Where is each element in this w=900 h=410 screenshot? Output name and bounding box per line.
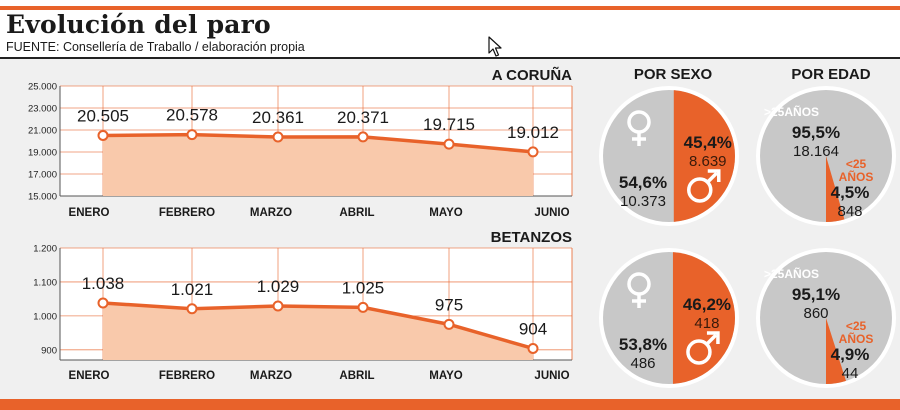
under25-label: <25 AÑOS xyxy=(839,157,874,184)
mouse-cursor-icon xyxy=(488,36,502,57)
female-symbol-icon xyxy=(627,110,651,146)
y-tick-label: 19.000 xyxy=(28,148,57,159)
female-count: 486 xyxy=(630,355,655,372)
data-point xyxy=(97,297,109,309)
series-area xyxy=(103,134,533,196)
x-tick-label: ENERO xyxy=(69,207,110,219)
data-point xyxy=(527,146,539,158)
data-label: 19.715 xyxy=(423,115,475,134)
chart-title: A CORUÑA xyxy=(492,66,572,84)
x-tick-label: MAYO xyxy=(429,370,462,382)
data-label: 1.021 xyxy=(171,280,214,299)
series-line xyxy=(101,301,535,351)
chart-title: BETANZOS xyxy=(491,229,572,246)
x-tick-label: ABRIL xyxy=(339,207,374,219)
data-label: 20.578 xyxy=(166,106,218,125)
data-point xyxy=(97,129,109,141)
data-point xyxy=(443,138,455,150)
x-tick-label: JUNIO xyxy=(534,370,569,382)
male-symbol-icon xyxy=(687,169,721,203)
data-label: 19.012 xyxy=(507,123,559,142)
data-label: 1.025 xyxy=(342,278,385,297)
series-line xyxy=(101,132,535,154)
line-chart-1: 900 1.000 1.100 1.200 1.038 1.021 1.029 1.025 97… xyxy=(33,229,573,382)
data-label: 1.038 xyxy=(82,274,125,293)
under25-label: <25 AÑOS xyxy=(839,319,874,346)
header xyxy=(0,10,900,58)
source-note: FUENTE: Consellería de Traballo / elabor… xyxy=(6,40,305,54)
data-point xyxy=(186,303,198,315)
under25-count: 848 xyxy=(837,203,862,220)
data-point xyxy=(272,131,284,143)
under25-count: 44 xyxy=(842,365,859,382)
data-point xyxy=(186,129,198,141)
x-tick-label: MARZO xyxy=(250,207,292,219)
over25-label: >25AÑOS xyxy=(764,104,819,119)
female-percent: 54,6% xyxy=(619,173,667,192)
age-column-title: POR EDAD xyxy=(791,66,871,83)
male-count: 8.639 xyxy=(689,153,727,170)
data-point xyxy=(357,301,369,313)
y-tick-label: 17.000 xyxy=(28,170,57,181)
over25-percent: 95,5% xyxy=(792,123,840,142)
x-tick-label: MARZO xyxy=(250,370,292,382)
x-tick-label: ENERO xyxy=(69,370,110,382)
data-label: 904 xyxy=(519,319,547,338)
y-tick-label: 900 xyxy=(41,345,57,356)
data-point xyxy=(443,318,455,330)
bottom-accent-bar xyxy=(0,399,900,410)
data-label: 20.361 xyxy=(252,108,304,127)
data-label: 975 xyxy=(435,295,463,314)
series-area xyxy=(103,302,533,360)
male-count: 418 xyxy=(694,315,719,332)
line-chart-0: 15.000 17.000 19.000 21.000 23.000 25.000 20.5… xyxy=(28,66,573,219)
female-count: 10.373 xyxy=(620,193,666,210)
over25-count: 18.164 xyxy=(793,143,839,160)
y-tick-label: 1.200 xyxy=(33,244,57,255)
male-percent: 45,4% xyxy=(684,133,732,152)
male-symbol-icon xyxy=(686,331,720,365)
over25-percent: 95,1% xyxy=(792,285,840,304)
data-label: 20.371 xyxy=(337,108,389,127)
sex-column-title: POR SEXO xyxy=(633,66,713,83)
over25-count: 860 xyxy=(803,305,828,322)
under25-percent: 4,9% xyxy=(831,345,870,364)
x-tick-label: MAYO xyxy=(429,207,462,219)
data-point xyxy=(357,131,369,143)
x-tick-label: FEBRERO xyxy=(159,207,215,219)
data-label: 20.505 xyxy=(77,106,129,125)
header-divider xyxy=(0,57,900,59)
data-label: 1.029 xyxy=(257,277,300,296)
y-tick-label: 25.000 xyxy=(28,82,57,93)
pie-slice-under25 xyxy=(826,318,847,384)
x-tick-label: JUNIO xyxy=(534,207,569,219)
over25-label: >25AÑOS xyxy=(764,266,819,281)
age-pie-A CORUÑA: >25AÑOS 95,5%18.164<25 AÑOS4,5%848 xyxy=(756,86,896,226)
sex-pie-BETANZOS: 46,2%418 53,8%486 xyxy=(599,248,739,388)
y-tick-label: 1.000 xyxy=(33,311,57,322)
female-symbol-icon xyxy=(627,272,651,308)
male-percent: 46,2% xyxy=(683,295,731,314)
y-tick-label: 1.100 xyxy=(33,277,57,288)
data-point xyxy=(527,342,539,354)
data-point xyxy=(272,300,284,312)
y-tick-label: 21.000 xyxy=(28,126,57,137)
pie-slice-under25 xyxy=(826,156,845,222)
x-tick-label: ABRIL xyxy=(339,370,374,382)
under25-percent: 4,5% xyxy=(831,183,870,202)
female-percent: 53,8% xyxy=(619,335,667,354)
y-tick-label: 15.000 xyxy=(28,192,57,203)
page-title: Evolución del paro xyxy=(6,10,271,39)
x-tick-label: FEBRERO xyxy=(159,370,215,382)
y-tick-label: 23.000 xyxy=(28,104,57,115)
top-accent-bar xyxy=(0,6,900,10)
sex-pie-A CORUÑA: 45,4%8.639 54,6%10.373 xyxy=(599,86,739,226)
